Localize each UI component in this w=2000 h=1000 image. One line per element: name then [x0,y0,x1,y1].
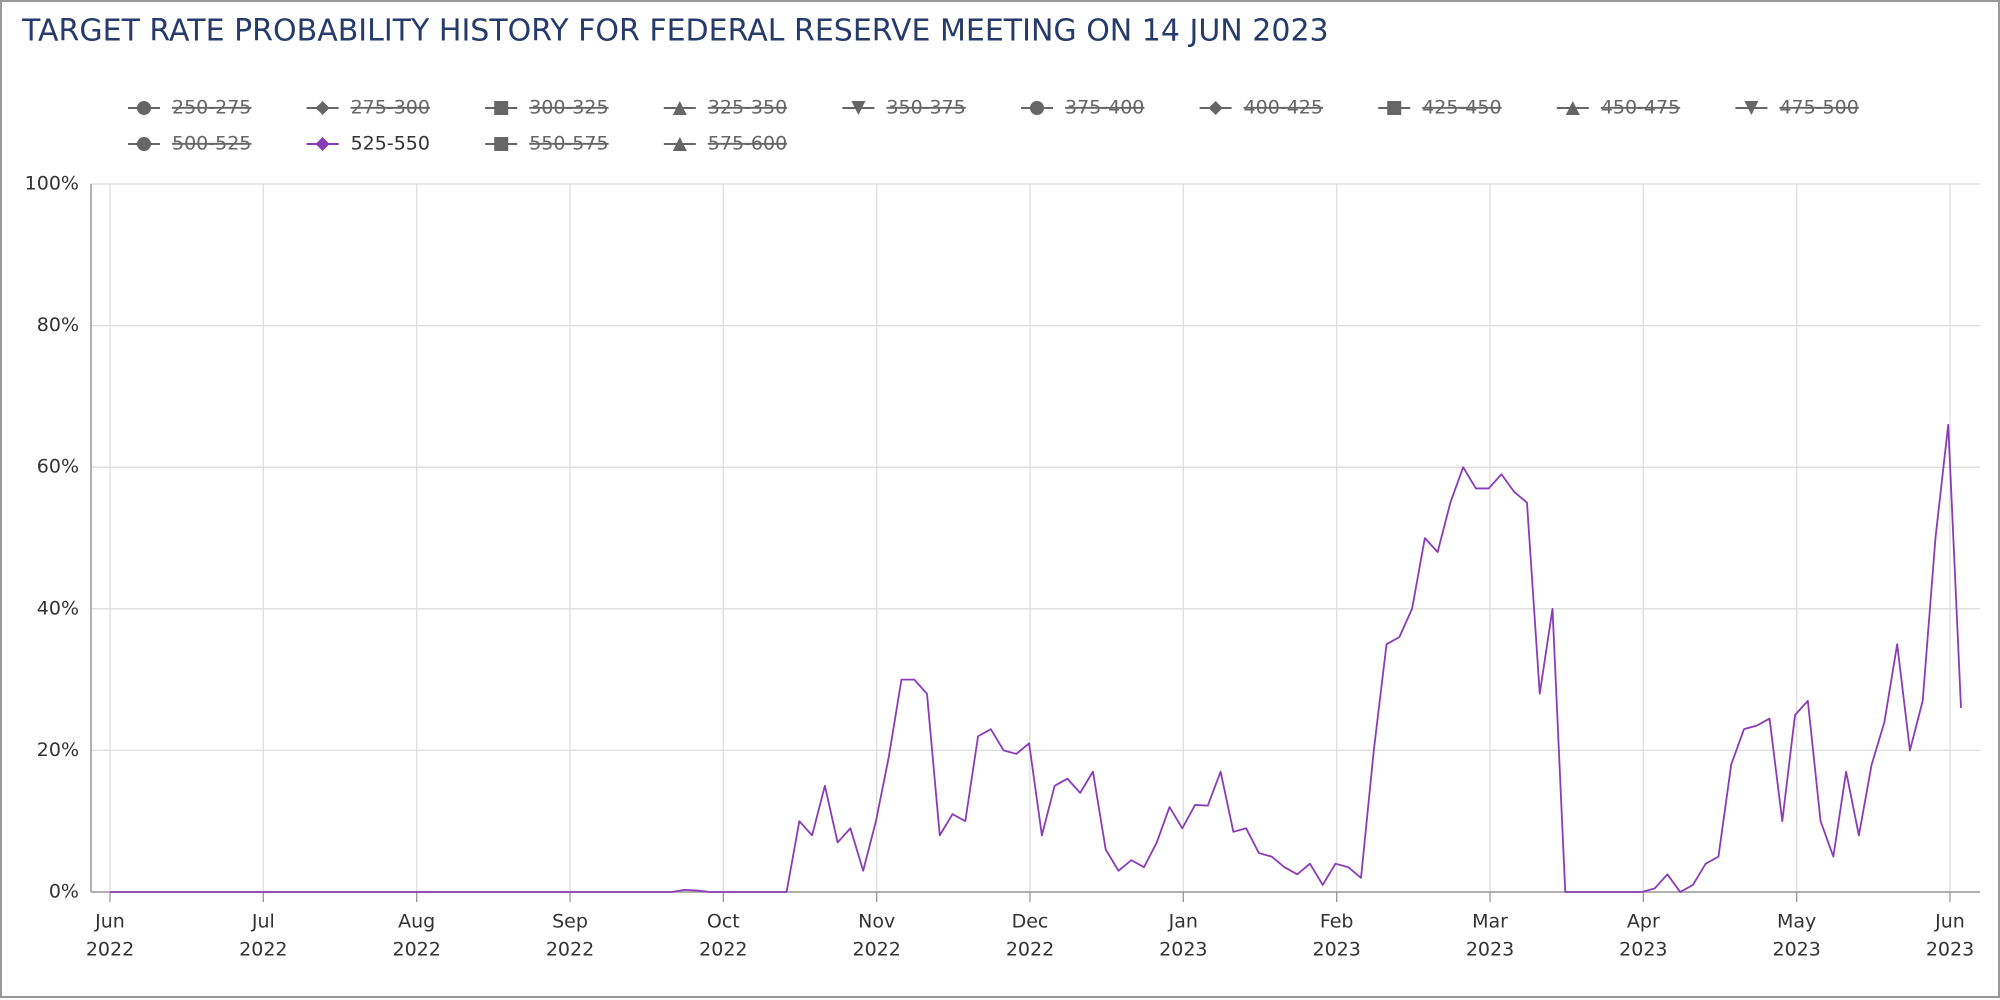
legend-marker [494,137,509,151]
legend-marker [1744,101,1759,115]
chart-title: TARGET RATE PROBABILITY HISTORY FOR FEDE… [21,14,1329,49]
x-tick-label: 2023 [1159,939,1207,961]
legend-marker [1208,101,1223,115]
x-tick-label: 2022 [546,939,594,961]
x-tick-label: Jun [1934,911,1965,933]
x-tick-label: Jan [1168,911,1198,933]
y-tick-label: 100% [25,173,79,195]
x-tick-label: Oct [707,911,740,933]
legend-marker [494,101,509,115]
legend-label[interactable]: 375-400 [1065,97,1144,119]
y-tick-label: 60% [37,456,79,478]
y-tick-label: 20% [37,739,79,761]
x-tick-label: Dec [1012,911,1049,933]
legend-marker [672,101,687,115]
x-tick-label: Sep [552,911,588,933]
legend-marker [851,101,866,115]
x-tick-label: 2022 [1006,939,1054,961]
legend-label[interactable]: 475-500 [1779,97,1858,119]
legend-marker [315,137,330,151]
y-tick-label: 80% [37,314,79,336]
x-tick-label: Nov [858,911,895,933]
legend-label[interactable]: 250-275 [172,97,251,119]
x-tick-label: 2023 [1772,939,1820,961]
legend-marker [137,101,151,115]
x-tick-label: 2023 [1466,939,1514,961]
x-tick-label: Mar [1472,911,1508,933]
legend-marker [1030,101,1044,115]
legend-label[interactable]: 300-325 [529,97,608,119]
legend-marker [1387,101,1402,115]
series-line [110,423,1962,893]
legend-label[interactable]: 325-350 [708,97,787,119]
x-tick-label: 2022 [239,939,287,961]
x-tick-label: 2023 [1312,939,1360,961]
legend-marker [1565,101,1580,115]
legend-marker [672,137,687,151]
x-tick-label: 2022 [852,939,900,961]
x-tick-label: 2022 [86,939,134,961]
x-tick-label: Feb [1320,911,1354,933]
legend-label[interactable]: 275-300 [351,97,430,119]
legend-label[interactable]: 350-375 [886,97,965,119]
legend-label[interactable]: 525-550 [351,133,430,155]
x-tick-label: Jun [94,911,125,933]
legend-label[interactable]: 550-575 [529,133,608,155]
legend-label[interactable]: 400-425 [1244,97,1323,119]
x-tick-label: 2022 [392,939,440,961]
y-tick-label: 40% [37,597,79,619]
y-tick-label: 0% [49,881,79,903]
legend-label[interactable]: 425-450 [1422,97,1501,119]
legend-label[interactable]: 450-475 [1601,97,1680,119]
legend-label[interactable]: 575-600 [708,133,787,155]
x-tick-label: Apr [1627,911,1660,933]
x-tick-label: Jul [251,911,275,933]
legend-marker [137,137,151,151]
x-tick-label: 2022 [699,939,747,961]
x-tick-label: Aug [398,911,435,933]
legend-label[interactable]: 500-525 [172,133,251,155]
x-tick-label: 2023 [1926,939,1974,961]
x-tick-label: May [1777,911,1816,933]
legend-marker [315,101,330,115]
x-tick-label: 2023 [1619,939,1667,961]
